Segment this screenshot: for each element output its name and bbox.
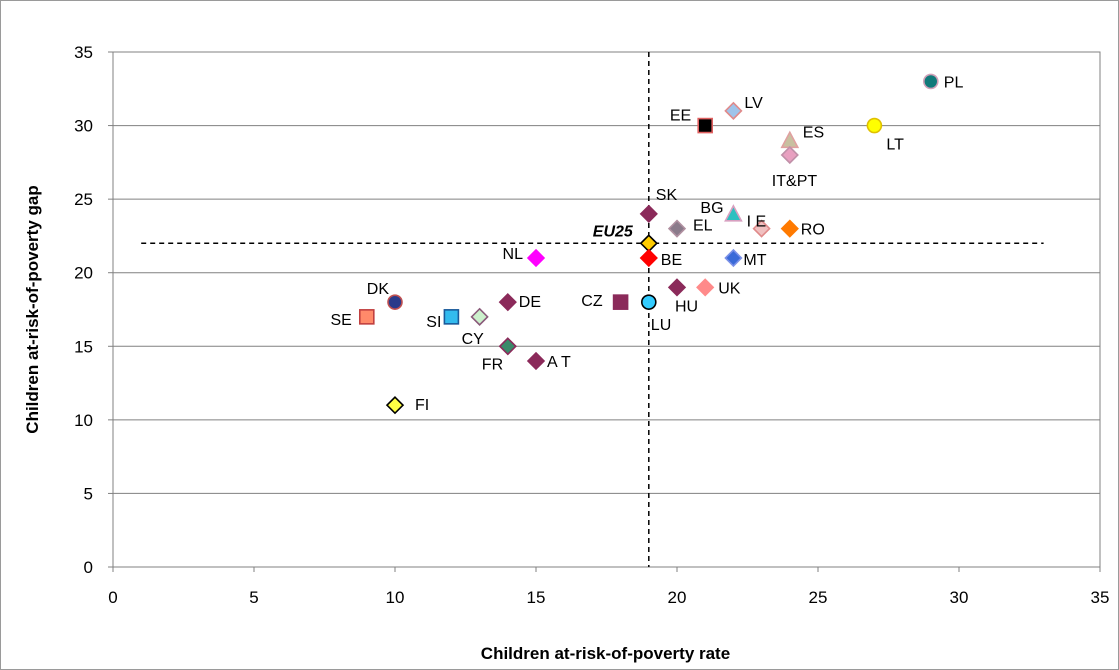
x-tick-label: 35: [1091, 588, 1110, 607]
gridlines: [113, 51, 1100, 494]
point-be-label: BE: [661, 252, 682, 269]
point-lu-label: LU: [651, 317, 671, 334]
point-fr: [498, 337, 517, 356]
point-es-label: ES: [803, 124, 824, 141]
y-tick-label: 30: [74, 117, 93, 136]
point-lv-label: LV: [744, 95, 763, 112]
point-lv: [724, 101, 743, 120]
point-fr-label: FR: [482, 356, 503, 373]
point-pl-label: PL: [944, 74, 964, 91]
y-axis-title: Children at-risk-of-poverty gap: [23, 185, 42, 433]
y-axis-ticks: 0 5 10 15 20 25 30 35: [74, 43, 113, 577]
x-tick-label: 0: [108, 588, 117, 607]
point-ee: [697, 117, 714, 134]
point-ee-label: EE: [670, 108, 691, 125]
point-nl-label: NL: [503, 246, 524, 263]
point-uk: [696, 278, 715, 297]
y-tick-label: 5: [84, 484, 93, 503]
y-tick-label: 10: [74, 411, 93, 430]
point-si: [443, 309, 460, 325]
point-mt: [724, 248, 743, 268]
point-lt-label: LT: [886, 137, 904, 154]
point-a-t-label: A T: [547, 354, 571, 371]
point-el: [667, 219, 687, 238]
point-de: [498, 293, 517, 312]
point-lu: [640, 294, 657, 310]
point-labels: PL EE LV LT ES IT&PT SK BG I E EL RO EU25 NL BE MT DK DE…: [330, 74, 963, 414]
point-se: [358, 309, 375, 325]
point-sk: [639, 204, 658, 223]
point-hu: [667, 278, 687, 297]
point-a-t: [526, 351, 546, 371]
point-ro: [780, 219, 799, 238]
point-i-e: [752, 219, 771, 238]
point-se-label: SE: [330, 312, 351, 329]
y-tick-label: 15: [74, 337, 93, 356]
y-tick-label: 0: [84, 558, 93, 577]
point-cz-label: CZ: [581, 293, 603, 310]
y-tick-label: 20: [74, 264, 93, 283]
data-points: [358, 73, 939, 415]
point-de-label: DE: [519, 294, 541, 311]
point-fi: [385, 396, 405, 415]
point-cz: [612, 294, 629, 310]
x-tick-label: 30: [950, 588, 969, 607]
x-tick-label: 10: [386, 588, 405, 607]
x-tick-label: 25: [809, 588, 828, 607]
point-uk-label: UK: [718, 280, 741, 297]
point-i-e-label: I E: [747, 214, 767, 231]
point-dk: [387, 294, 403, 310]
point-hu-label: HU: [675, 298, 698, 315]
point-cy-label: CY: [462, 331, 485, 348]
point-sk-label: SK: [656, 187, 678, 204]
point-fi-label: FI: [415, 397, 429, 414]
point-el-label: EL: [693, 218, 713, 235]
point-bg-label: BG: [700, 200, 723, 217]
point-es: [780, 130, 800, 149]
x-tick-label: 20: [668, 588, 687, 607]
point-ro-label: RO: [801, 222, 825, 239]
point-lt: [866, 117, 883, 134]
point-eu25-label: EU25: [593, 223, 634, 240]
x-tick-label: 15: [527, 588, 546, 607]
point-nl: [526, 248, 546, 268]
x-axis-title: Children at-risk-of-poverty rate: [481, 644, 730, 663]
plot-area: [112, 51, 1101, 568]
x-axis-ticks: 0 5 10 15 20 25 30 35: [108, 567, 1109, 607]
point-mt-label: MT: [743, 252, 766, 269]
y-tick-label: 25: [74, 190, 93, 209]
x-tick-label: 5: [249, 588, 258, 607]
point-si-label: SI: [426, 314, 441, 331]
point-it-pt-label: IT&PT: [772, 173, 818, 190]
point-pl: [922, 73, 939, 90]
point-dk-label: DK: [367, 281, 390, 298]
point-be: [639, 248, 658, 268]
y-tick-label: 35: [74, 43, 93, 62]
point-it-pt: [780, 145, 799, 165]
eu25-reference-lines: [141, 52, 1044, 567]
point-cy: [470, 307, 489, 326]
point-bg: [724, 204, 743, 222]
